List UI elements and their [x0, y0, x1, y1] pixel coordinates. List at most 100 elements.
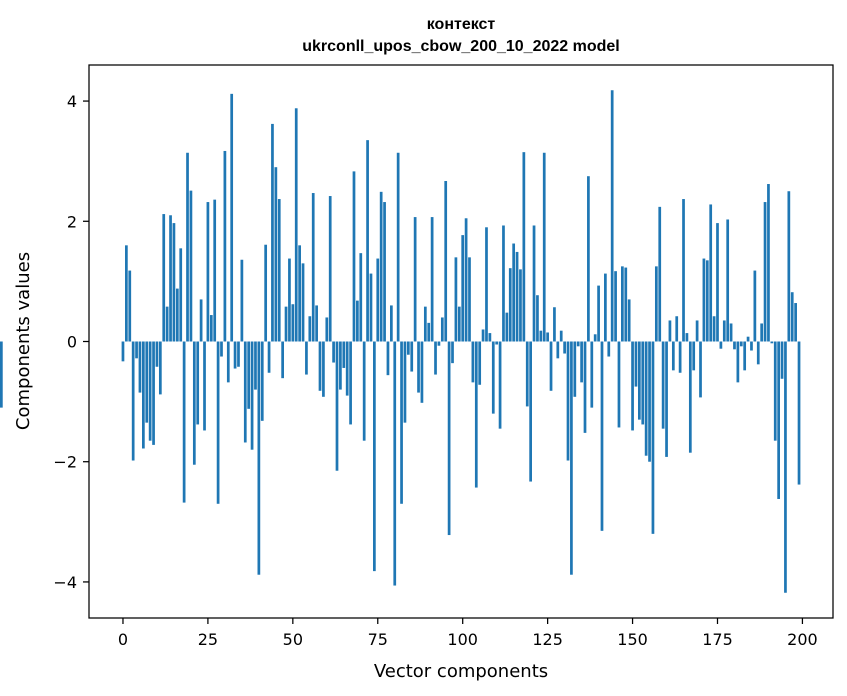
bar-component-182	[739, 341, 743, 347]
bar-component-177	[722, 320, 726, 342]
bar-component-136	[583, 341, 587, 433]
bar-component-125	[546, 332, 549, 342]
bar-component-179	[729, 323, 733, 342]
bar-component-75	[376, 258, 380, 342]
bar-component-149	[627, 299, 631, 342]
bar-component-107	[485, 227, 488, 342]
bar-component-172	[705, 260, 709, 342]
bar-component-143	[607, 341, 611, 357]
bar-component-162	[671, 341, 675, 371]
bar-component-50	[291, 304, 295, 342]
bar-component-28	[216, 341, 220, 504]
bar-component-183	[743, 341, 747, 371]
bar-component-105	[478, 341, 482, 385]
bar-component-45	[274, 167, 278, 342]
bar-component-148	[624, 267, 628, 342]
bar-component-126	[549, 341, 553, 391]
bar-component-138	[590, 341, 594, 408]
chart-subtitle: ukrconll_upos_cbow_200_10_2022 model	[302, 38, 619, 55]
bar-component-164	[678, 341, 682, 373]
bar-component-80	[393, 341, 397, 586]
bar-component-196	[787, 191, 791, 342]
y-tick-label: 2	[67, 212, 77, 231]
bar-component-146	[617, 341, 621, 428]
bar-component-168	[692, 341, 696, 371]
bar-component-83	[403, 341, 407, 423]
bar-component-135	[580, 341, 583, 383]
bar-component-187	[756, 341, 760, 365]
bar-component-88	[420, 341, 424, 403]
bar-component-30	[223, 150, 227, 342]
bar-component-150	[631, 341, 634, 431]
bar-component-159	[661, 341, 665, 429]
bar-component-55	[308, 316, 312, 342]
bar-component-180	[733, 341, 736, 350]
bar-component-74	[373, 341, 376, 572]
bar-component-94	[440, 317, 444, 342]
bar-component-190	[767, 184, 770, 342]
bar-component-77	[383, 202, 386, 342]
bar-component-27	[213, 199, 217, 342]
bar-component-171	[702, 258, 706, 342]
bar-component-17	[179, 248, 183, 342]
bar-component-57	[315, 305, 318, 342]
bar-component-165	[682, 199, 685, 342]
bar-component-51	[294, 108, 298, 342]
bar-component-22	[196, 341, 200, 425]
bar-component-174	[712, 316, 716, 342]
bar-component-195	[784, 341, 787, 593]
bar-component-78	[386, 341, 390, 376]
bar-component-99	[457, 306, 461, 342]
bar-component-67	[349, 341, 352, 425]
bar-component-31	[226, 341, 230, 383]
plot-frame	[88, 64, 834, 619]
bar-series	[0, 90, 801, 593]
bar-component-163	[675, 316, 679, 342]
bar-component-178	[726, 219, 730, 342]
bar-component-124	[542, 152, 546, 342]
x-tick-label: 0	[118, 630, 128, 649]
bar-component-79	[390, 305, 393, 342]
bar-component-11	[158, 341, 162, 395]
bar-component-184	[746, 336, 750, 342]
bar-component-117	[519, 269, 522, 342]
bar-component-60	[325, 317, 329, 342]
bar-component-158	[658, 206, 662, 342]
bar-component-33	[233, 341, 237, 369]
y-tick-label: 0	[67, 333, 77, 352]
bar-component-176	[719, 341, 723, 349]
bar-component-54	[305, 341, 308, 375]
bar-component-9	[152, 341, 155, 445]
bar-component-61	[328, 196, 332, 342]
bar-component-161	[668, 320, 672, 342]
bar-component-198	[794, 303, 797, 342]
bar-component-90	[427, 322, 431, 342]
bar-component-167	[688, 341, 692, 453]
bar-component-100	[461, 235, 465, 342]
bar-component-115	[512, 243, 516, 342]
bar-component-101	[464, 218, 468, 342]
bar-component-2	[128, 270, 132, 342]
bar-component-21	[192, 341, 196, 465]
x-tick-label: 125	[532, 630, 563, 649]
bar-component-108	[488, 333, 492, 342]
bar-component-118	[522, 152, 526, 342]
y-axis-ticks: −4 −2 0 2 4	[53, 92, 89, 592]
bar-component-160	[665, 341, 668, 457]
bar-component-127	[553, 307, 556, 342]
bar-component-32	[230, 93, 234, 342]
bar-component-38	[250, 341, 254, 450]
bar-component-199	[797, 341, 801, 485]
bar-component-1	[125, 245, 128, 342]
bar-component-123	[539, 330, 543, 342]
bar-component-62	[332, 341, 335, 363]
x-tick-label: 200	[787, 630, 818, 649]
bar-component-130	[563, 341, 566, 354]
bar-component-6	[142, 341, 145, 449]
bar-component-35	[240, 259, 244, 342]
bar-component-193	[777, 341, 780, 499]
bar-component-128	[556, 341, 560, 359]
bar-component-18	[182, 341, 186, 503]
bar-component-14	[169, 215, 172, 342]
bar-component-44	[271, 123, 274, 342]
